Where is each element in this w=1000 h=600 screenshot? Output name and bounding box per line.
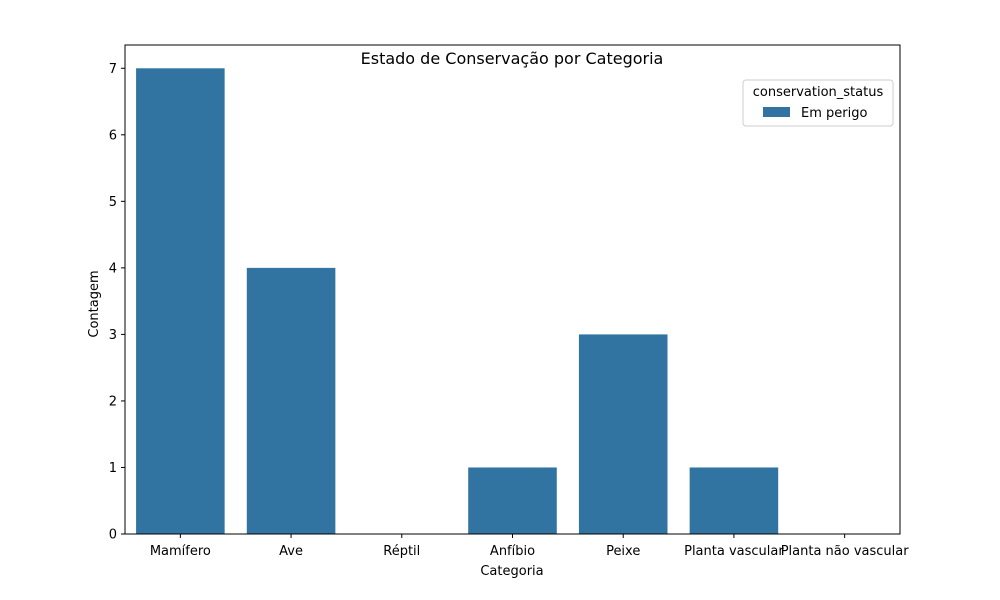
y-axis-label: Contagem bbox=[87, 270, 102, 337]
y-tick-label-2: 2 bbox=[109, 394, 117, 409]
chart-title: Estado de Conservação por Categoria bbox=[361, 49, 664, 68]
bar-5 bbox=[689, 467, 779, 534]
x-tick-label-3: Anfíbio bbox=[490, 544, 535, 559]
legend-label: Em perigo bbox=[801, 106, 867, 121]
x-tick-label-0: Mamífero bbox=[150, 544, 211, 559]
bar-1 bbox=[246, 267, 336, 534]
y-tick-label-0: 0 bbox=[109, 528, 117, 543]
bar-3 bbox=[468, 467, 557, 534]
y-tick-label-7: 7 bbox=[109, 62, 117, 77]
x-tick-label-2: Réptil bbox=[383, 544, 420, 559]
y-tick-label-6: 6 bbox=[109, 128, 117, 143]
y-tick-label-5: 5 bbox=[109, 195, 117, 210]
x-tick-label-6: Planta não vascular bbox=[781, 544, 910, 559]
legend-title: conservation_status bbox=[753, 85, 884, 100]
legend: conservation_status Em perigo bbox=[742, 79, 894, 127]
bar-4 bbox=[578, 334, 668, 534]
y-tick-label-1: 1 bbox=[109, 461, 117, 476]
bar-0 bbox=[136, 68, 225, 534]
x-axis-label: Categoria bbox=[480, 564, 543, 579]
legend-swatch bbox=[763, 107, 790, 117]
x-tick-label-5: Planta vascular bbox=[684, 544, 784, 559]
x-tick-label-4: Peixe bbox=[606, 544, 640, 559]
y-tick-label-4: 4 bbox=[109, 261, 117, 276]
y-tick-label-3: 3 bbox=[109, 328, 117, 343]
x-tick-label-1: Ave bbox=[279, 544, 303, 559]
x-ticks-group: Mamífero Ave Réptil Anfíbio Peixe Planta vasc… bbox=[150, 534, 909, 559]
y-ticks-group: 0 1 2 3 4 5 6 7 bbox=[109, 62, 125, 543]
bars-group bbox=[136, 68, 779, 534]
